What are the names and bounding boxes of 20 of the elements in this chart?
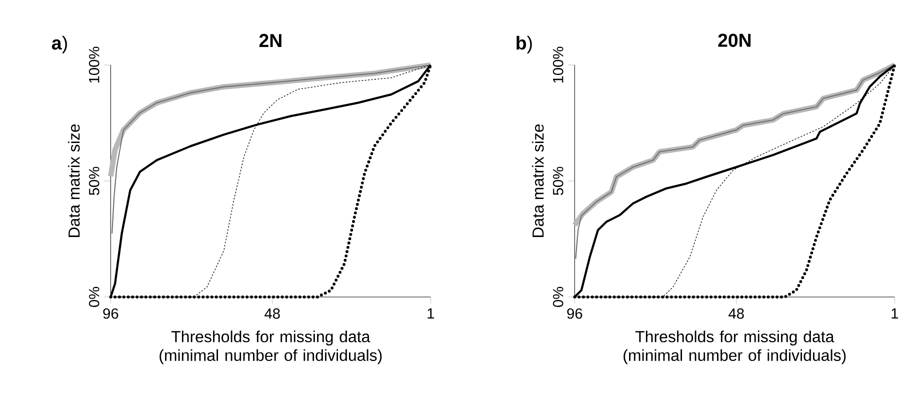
y-axis-title: Data matrix size bbox=[532, 124, 544, 238]
x-tick-label: 48 bbox=[728, 308, 744, 319]
text: a) bbox=[52, 36, 67, 54]
y-tick-label: 100% bbox=[88, 46, 100, 83]
x-axis-title: Thresholds for missing data (minimal number of individuals) bbox=[160, 330, 382, 364]
x-tick-label: 48 bbox=[264, 308, 280, 319]
y-tick-label: 50% bbox=[552, 166, 564, 196]
x-tick-label: 96 bbox=[103, 308, 118, 319]
x-tick-label: 1 bbox=[428, 308, 434, 318]
y-tick-label: 100% bbox=[552, 46, 564, 83]
y-axis-title: Data matrix size bbox=[68, 124, 80, 238]
x-axis-title: Thresholds for missing data (minimal number of individuals) bbox=[624, 330, 846, 364]
x-tick-label: 96 bbox=[567, 308, 582, 319]
y-tick-label: 50% bbox=[88, 166, 100, 196]
y-tick-label: 0% bbox=[552, 286, 564, 308]
text: b) bbox=[516, 36, 532, 54]
chart-title: 20N bbox=[718, 34, 751, 47]
y-tick-label: 0% bbox=[88, 286, 100, 308]
x-tick-label: 1 bbox=[892, 308, 898, 318]
chart-title: 2N bbox=[259, 34, 282, 47]
